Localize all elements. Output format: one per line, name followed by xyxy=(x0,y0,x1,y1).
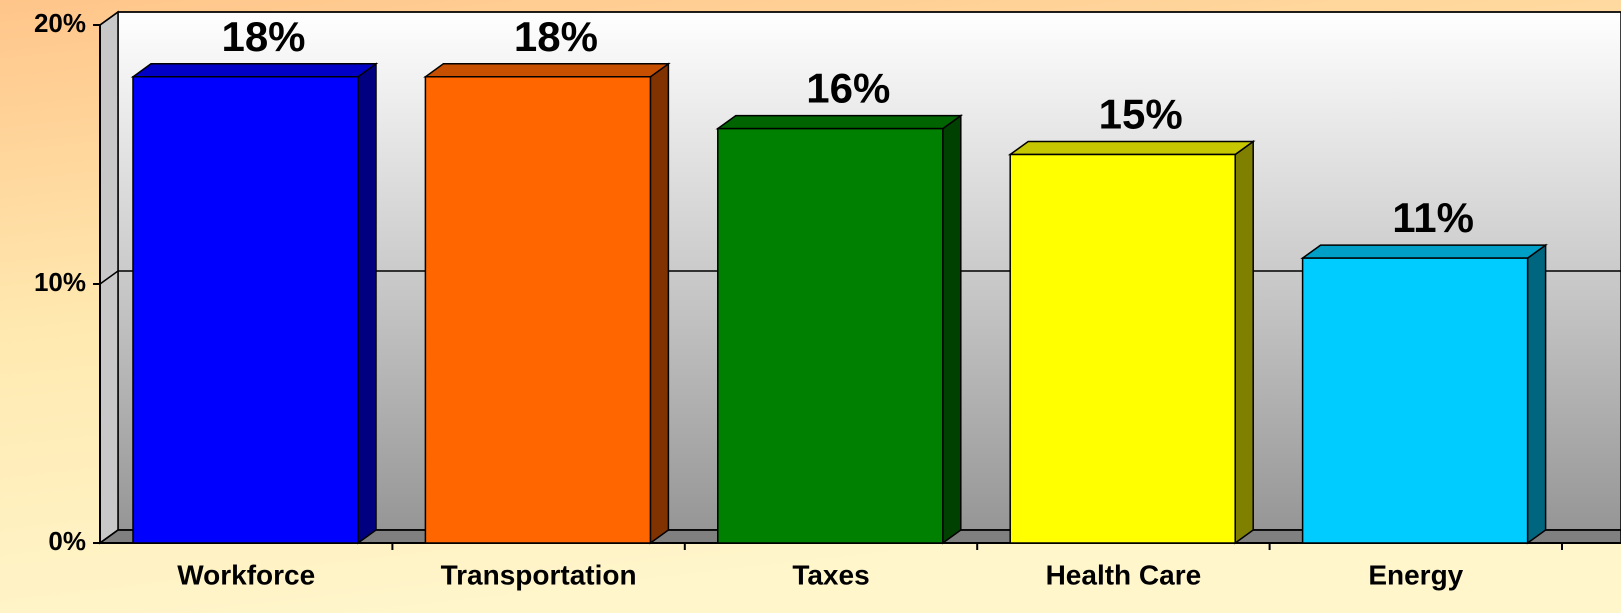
y-tick-label: 10% xyxy=(34,267,86,297)
bar-top xyxy=(1300,244,1548,259)
bar-top xyxy=(130,63,379,78)
bar-top xyxy=(423,63,671,78)
bar-side xyxy=(1526,243,1547,545)
bar xyxy=(130,62,379,545)
x-tick-label: Workforce xyxy=(177,559,315,590)
bar-front xyxy=(424,76,652,544)
bar-front xyxy=(1009,153,1236,544)
bar xyxy=(1300,243,1548,545)
x-tick-label: Taxes xyxy=(792,559,869,590)
bar-side xyxy=(649,62,670,545)
bar-side xyxy=(1234,140,1254,545)
value-label: 18% xyxy=(221,13,305,60)
bar-side xyxy=(357,62,377,545)
bar xyxy=(423,62,671,545)
value-label: 16% xyxy=(806,65,890,112)
x-tick-label: Energy xyxy=(1368,559,1463,590)
y-tick-label: 20% xyxy=(34,8,86,38)
grid-line xyxy=(99,11,1621,26)
value-label: 11% xyxy=(1392,194,1474,241)
x-tick-label: Health Care xyxy=(1046,559,1202,590)
bar xyxy=(715,114,964,545)
bar-top xyxy=(1007,140,1256,156)
bar xyxy=(1007,140,1256,545)
x-tick-label: Transportation xyxy=(441,559,637,590)
bar-top xyxy=(715,114,964,130)
bar-side xyxy=(942,114,962,545)
bar-front xyxy=(1301,257,1529,544)
bar-front xyxy=(717,127,944,544)
bar-front xyxy=(132,76,359,544)
value-label: 15% xyxy=(1099,91,1183,138)
y-tick-label: 0% xyxy=(48,526,86,556)
value-label: 18% xyxy=(514,13,598,60)
